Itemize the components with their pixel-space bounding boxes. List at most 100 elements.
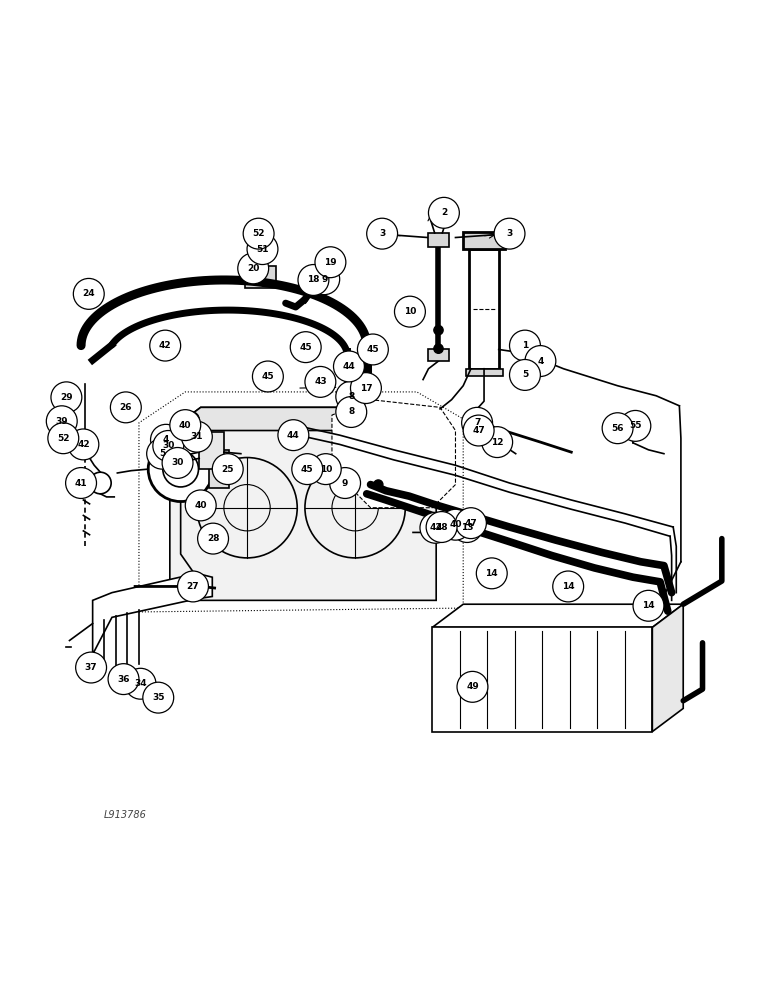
Circle shape: [510, 330, 540, 361]
Text: 55: 55: [629, 421, 642, 430]
Circle shape: [290, 332, 321, 363]
Circle shape: [90, 472, 111, 494]
Text: 43: 43: [314, 377, 327, 386]
Circle shape: [420, 512, 451, 543]
Polygon shape: [139, 392, 463, 612]
Text: 42: 42: [429, 523, 442, 532]
Bar: [253, 247, 270, 261]
Text: 7: 7: [474, 418, 480, 427]
Text: 1: 1: [522, 341, 528, 350]
Circle shape: [289, 430, 298, 439]
Circle shape: [357, 334, 388, 365]
Text: 40: 40: [179, 421, 191, 430]
Circle shape: [292, 454, 323, 485]
Circle shape: [374, 480, 383, 489]
Circle shape: [110, 392, 141, 423]
Text: 45: 45: [262, 372, 274, 381]
Text: 39: 39: [56, 417, 68, 426]
Text: 52: 52: [57, 434, 69, 443]
Circle shape: [462, 407, 493, 438]
Circle shape: [76, 652, 107, 683]
Circle shape: [238, 253, 269, 284]
Circle shape: [434, 326, 443, 335]
Text: 10: 10: [404, 307, 416, 316]
Circle shape: [620, 410, 651, 441]
Circle shape: [150, 330, 181, 361]
Polygon shape: [170, 407, 436, 600]
Polygon shape: [432, 604, 683, 627]
Circle shape: [455, 508, 486, 539]
Circle shape: [51, 382, 82, 413]
Text: 48: 48: [435, 523, 448, 532]
Circle shape: [428, 197, 459, 228]
Circle shape: [525, 346, 556, 376]
Circle shape: [440, 509, 471, 540]
Circle shape: [212, 454, 243, 485]
Text: 25: 25: [222, 465, 234, 474]
Circle shape: [252, 361, 283, 392]
Text: 29: 29: [60, 393, 73, 402]
Text: 8: 8: [348, 392, 354, 401]
Circle shape: [457, 671, 488, 702]
Bar: [428, 233, 449, 247]
Circle shape: [108, 664, 139, 695]
Polygon shape: [93, 573, 212, 654]
Circle shape: [73, 278, 104, 309]
Text: 5: 5: [522, 370, 528, 379]
Circle shape: [367, 218, 398, 249]
Text: 31: 31: [191, 432, 203, 441]
Circle shape: [633, 590, 664, 621]
Polygon shape: [170, 407, 436, 431]
Circle shape: [153, 431, 184, 461]
Text: 24: 24: [83, 289, 95, 298]
Circle shape: [476, 558, 507, 589]
Text: 40: 40: [195, 501, 207, 510]
Circle shape: [151, 424, 181, 455]
Circle shape: [482, 427, 513, 458]
Bar: [463, 232, 505, 249]
Text: L913786: L913786: [104, 810, 147, 820]
Text: 3: 3: [379, 229, 385, 238]
Circle shape: [162, 448, 193, 478]
Circle shape: [305, 366, 336, 397]
Circle shape: [298, 265, 329, 295]
Text: 41: 41: [75, 479, 87, 488]
Circle shape: [185, 490, 216, 521]
Circle shape: [336, 397, 367, 427]
Circle shape: [374, 349, 383, 358]
Circle shape: [125, 668, 156, 699]
Circle shape: [243, 218, 274, 249]
Bar: [209, 450, 229, 488]
Circle shape: [215, 460, 233, 478]
Circle shape: [452, 512, 482, 542]
Text: 44: 44: [287, 431, 300, 440]
Text: 36: 36: [117, 675, 130, 684]
Text: 9: 9: [342, 479, 348, 488]
Text: 27: 27: [187, 582, 199, 591]
Text: 37: 37: [85, 663, 97, 672]
Text: 47: 47: [472, 426, 485, 435]
Text: 13: 13: [461, 523, 473, 532]
Circle shape: [143, 682, 174, 713]
Text: 30: 30: [162, 441, 174, 450]
Text: 40: 40: [449, 520, 462, 529]
Circle shape: [181, 421, 212, 452]
Text: 12: 12: [491, 438, 503, 447]
Text: 34: 34: [134, 679, 147, 688]
Circle shape: [434, 344, 443, 353]
Text: 45: 45: [300, 343, 312, 352]
Circle shape: [494, 218, 525, 249]
Circle shape: [161, 341, 171, 350]
Bar: [428, 349, 449, 361]
Circle shape: [68, 429, 99, 460]
Circle shape: [247, 234, 278, 265]
Text: 4: 4: [537, 357, 543, 366]
Bar: [245, 266, 276, 288]
Bar: [466, 369, 503, 376]
Text: 30: 30: [171, 458, 184, 467]
Text: 9: 9: [321, 275, 327, 284]
Text: 4: 4: [163, 435, 169, 444]
Circle shape: [170, 410, 201, 441]
Text: 2: 2: [441, 208, 447, 217]
Text: 20: 20: [247, 264, 259, 273]
